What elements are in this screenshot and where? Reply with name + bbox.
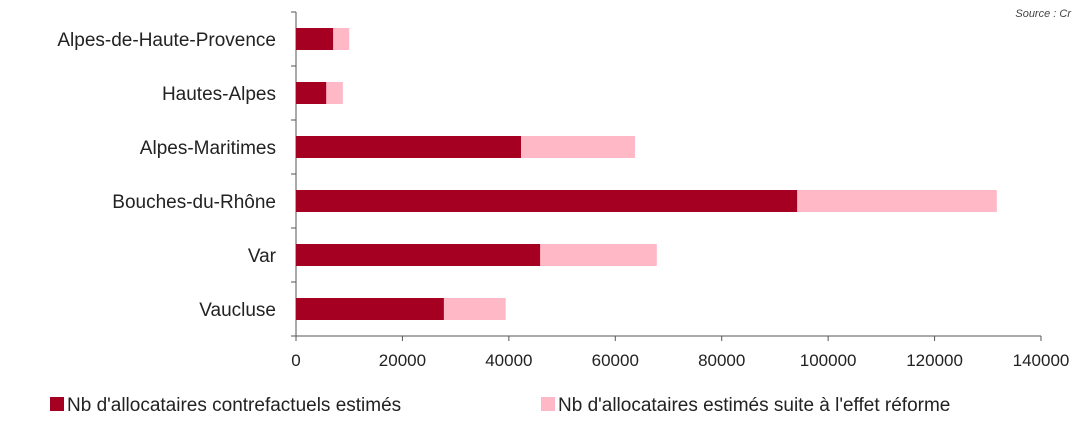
legend-label: Nb d'allocataires estimés suite à l'effe… <box>558 395 950 416</box>
x-tick-label: 20000 <box>379 351 426 370</box>
axes <box>291 11 1042 341</box>
category-label: Alpes-Maritimes <box>140 138 276 159</box>
x-tick-label: 100000 <box>800 351 857 370</box>
bar-effet-reforme <box>326 82 343 104</box>
bar-contrefactuels <box>296 28 334 50</box>
category-label: Alpes-de-Haute-Provence <box>57 30 276 51</box>
legend-swatch <box>50 397 64 411</box>
bar-effet-reforme <box>521 136 635 158</box>
x-tick-labels: 0 20000 40000 60000 80000 100000 120000 140000 <box>291 351 1069 370</box>
x-tick-label: 0 <box>291 351 300 370</box>
category-label: Bouches-du-Rhône <box>112 192 276 213</box>
x-tick-label: 120000 <box>906 351 963 370</box>
bar-effet-reforme <box>333 28 350 50</box>
bar-contrefactuels <box>296 244 541 266</box>
bar-contrefactuels <box>296 190 798 212</box>
x-tick-label: 60000 <box>592 351 639 370</box>
bar-contrefactuels <box>296 136 522 158</box>
category-label: Var <box>248 246 277 267</box>
x-tick-label: 80000 <box>698 351 745 370</box>
bar-contrefactuels <box>296 298 444 320</box>
bars <box>296 28 997 320</box>
category-label: Hautes-Alpes <box>162 84 276 105</box>
legend-swatch <box>541 397 555 411</box>
bar-effet-reforme <box>540 244 657 266</box>
legend: Nb d'allocataires contrefactuels estimés… <box>50 395 950 416</box>
category-label: Vaucluse <box>199 300 276 321</box>
source-note: Source : Cr <box>1015 8 1071 20</box>
legend-label: Nb d'allocataires contrefactuels estimés <box>67 395 401 416</box>
bar-effet-reforme <box>443 298 506 320</box>
x-tick-label: 140000 <box>1013 351 1070 370</box>
x-tick-label: 40000 <box>485 351 532 370</box>
category-labels: Alpes-de-Haute-Provence Hautes-Alpes Alpes… <box>57 30 276 321</box>
bar-contrefactuels <box>296 82 327 104</box>
bar-effet-reforme <box>797 190 997 212</box>
